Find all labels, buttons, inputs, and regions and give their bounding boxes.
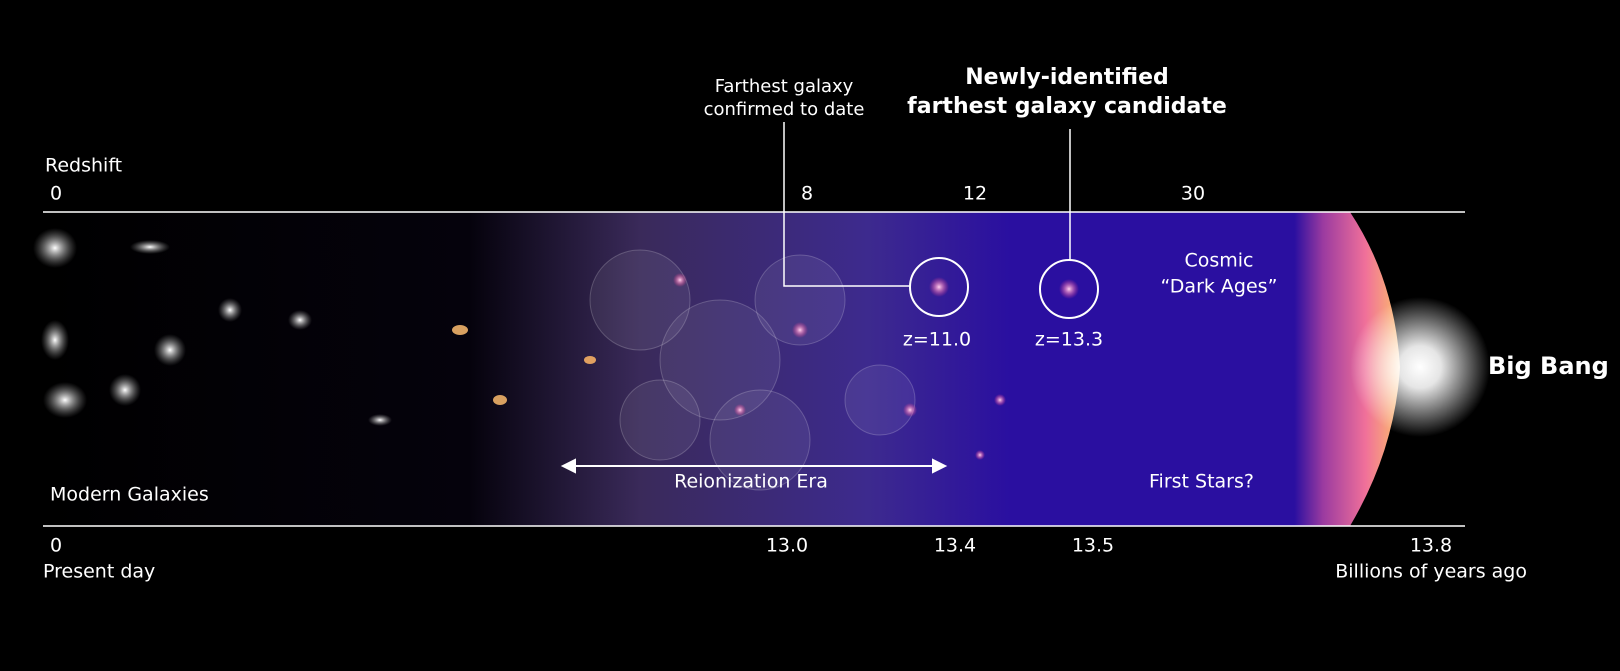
time-band <box>43 212 1465 526</box>
region-label: Reionization Era <box>674 471 828 493</box>
confirmed-leader <box>783 122 910 287</box>
time-tick: 13.8 <box>1410 535 1452 557</box>
confirmed-circle <box>909 257 969 317</box>
redshift-value: z=11.0 <box>903 329 971 351</box>
time-tick: 13.5 <box>1072 535 1114 557</box>
region-label: Modern Galaxies <box>50 484 209 506</box>
time-tick: 0 <box>50 535 62 557</box>
big-bang-glow <box>1350 297 1490 437</box>
annotation-line: farthest galaxy candidate <box>907 94 1227 119</box>
big-bang-label: Big Bang <box>1488 352 1609 380</box>
time-end-label: Billions of years ago <box>1335 561 1527 583</box>
redshift-label: Redshift <box>45 155 122 177</box>
ionized-bubbles <box>589 249 916 491</box>
redshift-value: z=13.3 <box>1035 329 1103 351</box>
region-label: First Stars? <box>1149 471 1254 493</box>
annotation-line: Newly-identified <box>965 65 1169 90</box>
time-tick: 13.4 <box>934 535 976 557</box>
early-galaxies <box>673 273 1079 460</box>
redshift-tick: 12 <box>963 183 987 205</box>
annotation-line: Farthest galaxy <box>715 76 854 97</box>
reionization-arrow <box>560 458 948 474</box>
region-label: Cosmic <box>1184 250 1253 272</box>
time-tick: 13.0 <box>766 535 808 557</box>
candidate-circle <box>1039 259 1099 319</box>
redshift-tick: 0 <box>50 183 62 205</box>
galaxies <box>33 228 596 426</box>
redshift-tick: 8 <box>801 183 813 205</box>
annotation-line: confirmed to date <box>704 99 865 120</box>
redshift-tick: 30 <box>1181 183 1205 205</box>
region-label: “Dark Ages” <box>1161 276 1278 298</box>
time-start-label: Present day <box>43 561 155 583</box>
